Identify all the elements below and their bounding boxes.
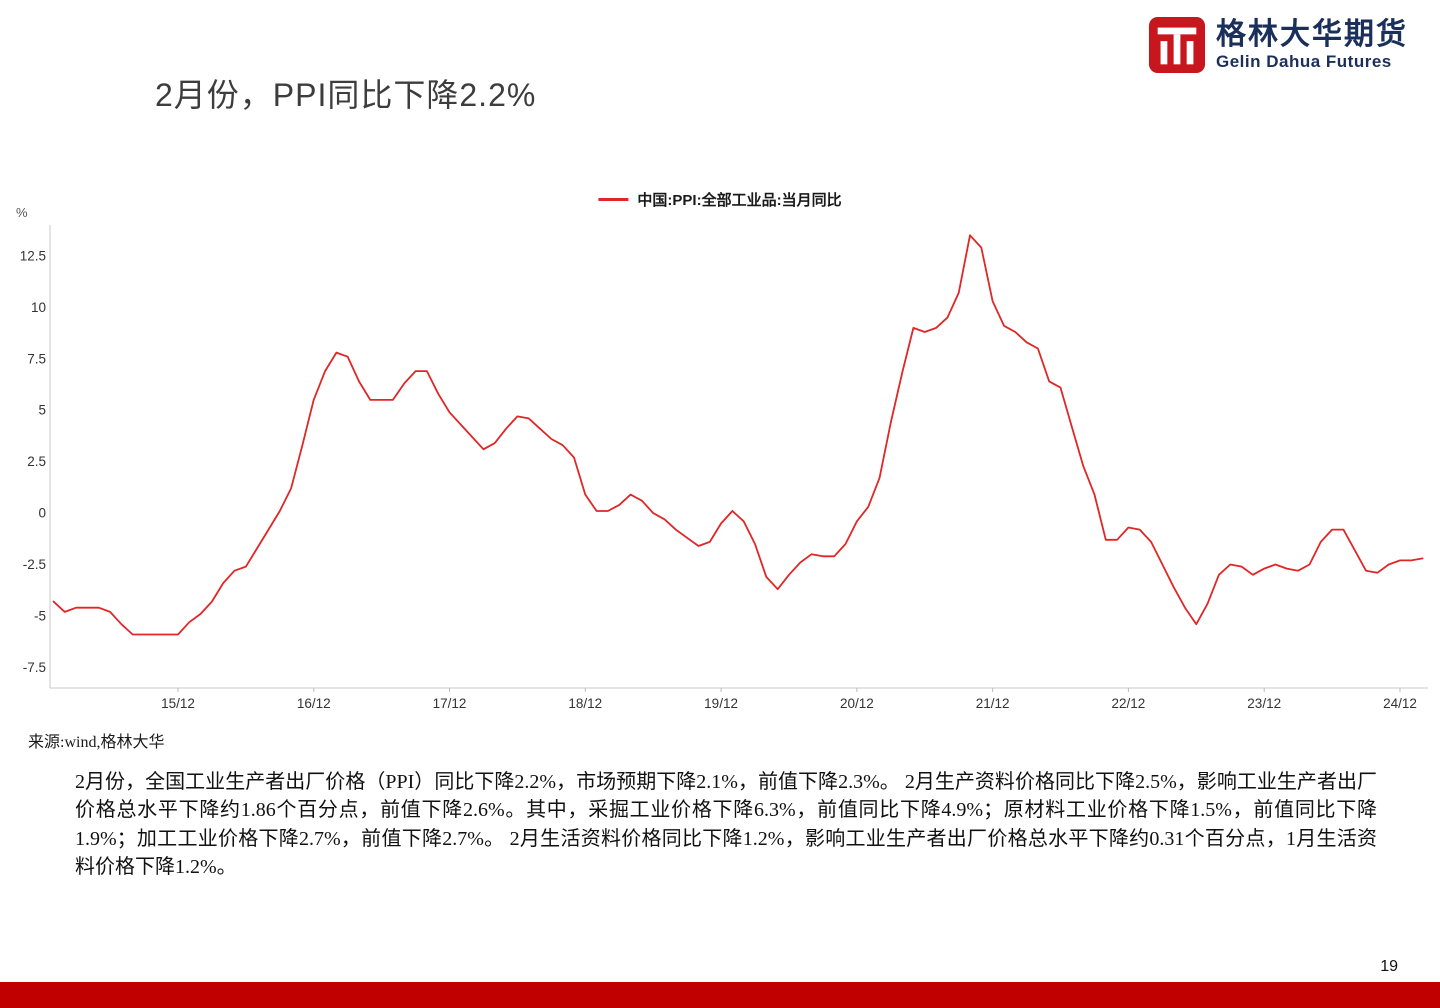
brand-text: 格林大华期货 Gelin Dahua Futures — [1216, 19, 1408, 71]
brand-name-cn: 格林大华期货 — [1216, 17, 1408, 51]
y-tick-label: 0 — [38, 506, 46, 521]
x-tick-label: 22/12 — [1112, 696, 1146, 711]
y-tick-label: 5 — [38, 403, 46, 418]
x-tick-label: 17/12 — [433, 696, 467, 711]
footer-bar — [0, 982, 1440, 1008]
y-tick-label: -2.5 — [23, 557, 46, 572]
y-tick-label: 10 — [31, 300, 46, 315]
source-note: 来源:wind,格林大华 — [28, 734, 165, 751]
y-tick-label: -7.5 — [23, 660, 46, 675]
brand-logo-icon — [1148, 16, 1206, 74]
y-tick-label: 12.5 — [20, 248, 46, 263]
legend-line-swatch — [598, 198, 629, 201]
ppi-series-line — [52, 234, 1424, 636]
page-number: 19 — [1380, 958, 1398, 975]
legend-label: 中国:PPI:全部工业品:当月同比 — [637, 192, 842, 209]
x-tick-label: 19/12 — [704, 696, 738, 711]
y-axis-unit-label: % — [16, 205, 28, 220]
brand-logo: 格林大华期货 Gelin Dahua Futures — [1148, 16, 1408, 74]
y-tick-label: 2.5 — [27, 454, 46, 469]
chart-canvas: % 12.5 10 7.5 5 2.5 0 -2.5 -5 -7.5 15/12 16/12 17/12… — [16, 205, 1428, 711]
y-tick-label: 7.5 — [27, 351, 46, 366]
brand-name-en: Gelin Dahua Futures — [1216, 52, 1392, 72]
x-tick-label: 20/12 — [840, 696, 874, 711]
page-title: 2月份，PPI同比下降2.2% — [155, 77, 537, 113]
ppi-line-chart: 中国:PPI:全部工业品:当月同比 % 12.5 10 7.5 5 2.5 0 -2.5 -5 -… — [8, 175, 1432, 720]
chart-legend: 中国:PPI:全部工业品:当月同比 — [598, 189, 842, 210]
body-paragraph: 2月份，全国工业生产者出厂价格（PPI）同比下降2.2%，市场预期下降2.1%，… — [75, 771, 1377, 879]
x-tick-label: 21/12 — [976, 696, 1010, 711]
x-tick-label: 24/12 — [1383, 696, 1417, 711]
x-tick-label: 16/12 — [297, 696, 331, 711]
y-tick-label: -5 — [34, 608, 46, 623]
x-tick-label: 18/12 — [568, 696, 602, 711]
x-tick-label: 23/12 — [1247, 696, 1281, 711]
x-tick-label: 15/12 — [161, 696, 195, 711]
